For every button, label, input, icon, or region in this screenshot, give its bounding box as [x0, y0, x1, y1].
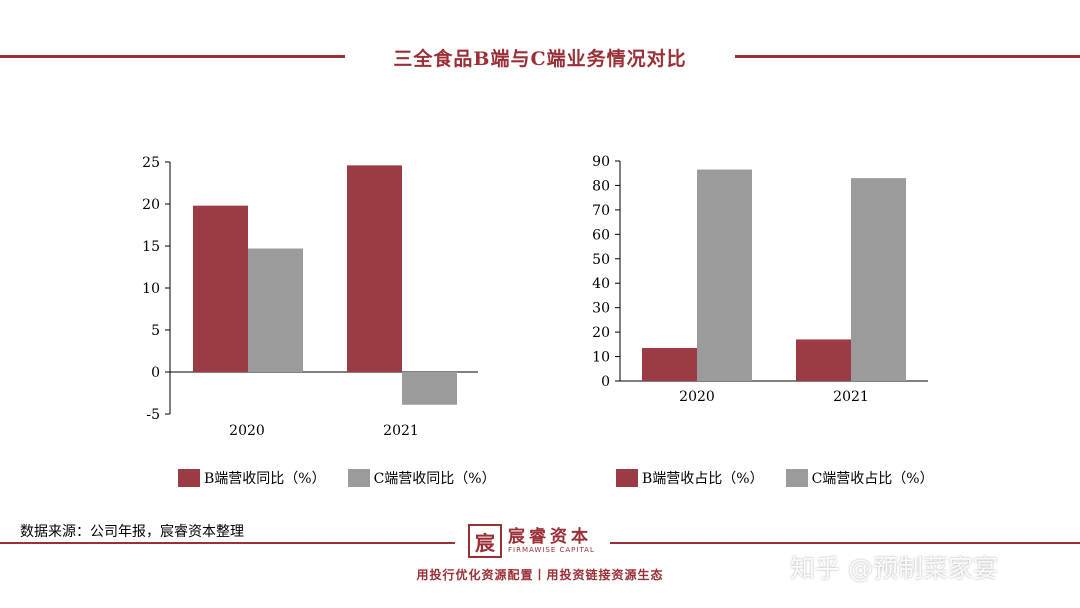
header-rule-right	[735, 55, 1080, 58]
y-tick-label: 10	[592, 350, 610, 366]
y-tick-label: 15	[142, 239, 160, 255]
y-tick-label: 0	[151, 365, 160, 381]
company-logo: 宸 宸睿资本 FIRMAWISE CAPITAL	[468, 524, 595, 558]
y-tick-label: -5	[146, 407, 160, 423]
page-title: 三全食品B端与C端业务情况对比	[393, 48, 687, 70]
legend-item-c-yoy: C端营收同比（%）	[347, 468, 496, 488]
legend-swatch-c	[785, 469, 808, 487]
bar-c-2020	[248, 248, 303, 372]
x-tick-label: 2021	[383, 423, 419, 439]
footer-slogan: 用投行优化资源配置丨用投资链接资源生态	[416, 568, 664, 582]
legend-swatch-c	[347, 469, 370, 487]
y-tick-label: 60	[592, 227, 610, 243]
zhihu-watermark: 知乎 @预制菜家宴	[790, 554, 998, 583]
logo-chinese-name: 宸睿资本	[508, 527, 592, 547]
y-tick-label: 30	[592, 301, 610, 317]
header-rule-left	[0, 55, 345, 58]
legend-item-b-yoy: B端营收同比（%）	[178, 468, 326, 488]
legend-item-b-share: B端营收占比（%）	[616, 468, 764, 488]
bar-c-2020	[697, 169, 752, 381]
bar-b-2021	[347, 165, 402, 372]
footer-rule-right	[610, 542, 1080, 544]
x-tick-label: 2020	[679, 389, 715, 405]
legend-item-c-share: C端营收占比（%）	[785, 468, 934, 488]
logo-mark-icon: 宸	[468, 524, 502, 558]
x-tick-label: 2020	[229, 423, 265, 439]
legend-label-c-share: C端营收占比（%）	[811, 471, 934, 487]
chart1-legend: B端营收同比（%） C端营收同比（%）	[178, 468, 518, 488]
bar-b-2021	[796, 339, 851, 381]
y-tick-label: 0	[601, 374, 610, 390]
legend-label-b-share: B端营收占比（%）	[642, 471, 764, 487]
y-tick-label: 20	[142, 197, 160, 213]
y-tick-label: 50	[592, 252, 610, 268]
legend-label-c-yoy: C端营收同比（%）	[373, 471, 496, 487]
y-tick-label: 10	[142, 281, 160, 297]
y-tick-label: 25	[142, 155, 160, 171]
legend-swatch-b	[616, 469, 638, 487]
data-source-note: 数据来源：公司年报，宸睿资本整理	[20, 524, 244, 540]
revenue-share-chart: 0 10 20 30 40 50 60 70 80 90 2020 2021	[592, 154, 928, 405]
chart2-legend: B端营收占比（%） C端营收占比（%）	[616, 468, 956, 488]
bar-c-2021	[851, 178, 906, 381]
x-tick-label: 2021	[833, 389, 869, 405]
y-tick-label: 20	[592, 325, 610, 341]
y-tick-label: 5	[151, 323, 160, 339]
y-tick-label: 70	[592, 203, 610, 219]
footer-rule-left	[0, 542, 455, 544]
yoy-growth-chart: -5 0 5 10 15 20 25 2020 2021	[142, 155, 478, 439]
y-tick-label: 80	[592, 178, 610, 194]
legend-label-b-yoy: B端营收同比（%）	[204, 471, 326, 487]
legend-swatch-b	[178, 469, 200, 487]
bar-c-2021	[402, 372, 457, 405]
y-tick-label: 90	[592, 154, 610, 170]
bar-b-2020	[642, 348, 697, 381]
y-tick-label: 40	[592, 276, 610, 292]
logo-english-name: FIRMAWISE CAPITAL	[508, 546, 595, 554]
bar-b-2020	[193, 205, 248, 372]
